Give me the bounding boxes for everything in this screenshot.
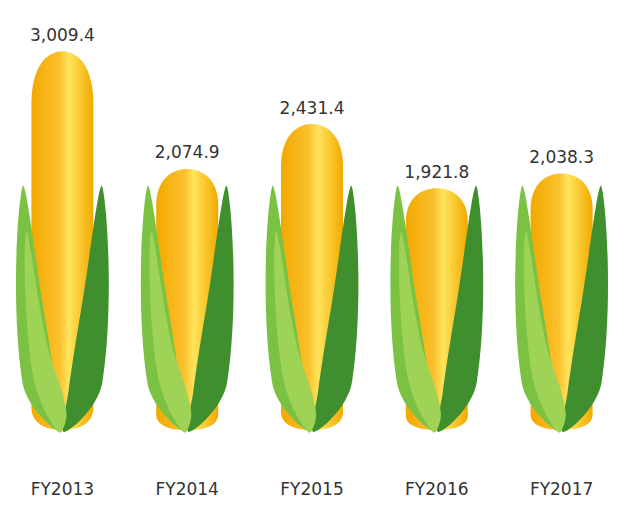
svg-text:FY2015: FY2015 [280, 479, 343, 499]
svg-text:3,009.4: 3,009.4 [30, 25, 95, 45]
svg-text:FY2013: FY2013 [31, 479, 94, 499]
svg-text:2,038.3: 2,038.3 [529, 147, 594, 167]
svg-text:FY2017: FY2017 [530, 479, 593, 499]
svg-text:FY2014: FY2014 [155, 479, 218, 499]
svg-text:2,431.4: 2,431.4 [280, 98, 345, 118]
svg-text:2,074.9: 2,074.9 [155, 142, 220, 162]
svg-text:FY2016: FY2016 [405, 479, 468, 499]
svg-text:1,921.8: 1,921.8 [404, 162, 469, 182]
